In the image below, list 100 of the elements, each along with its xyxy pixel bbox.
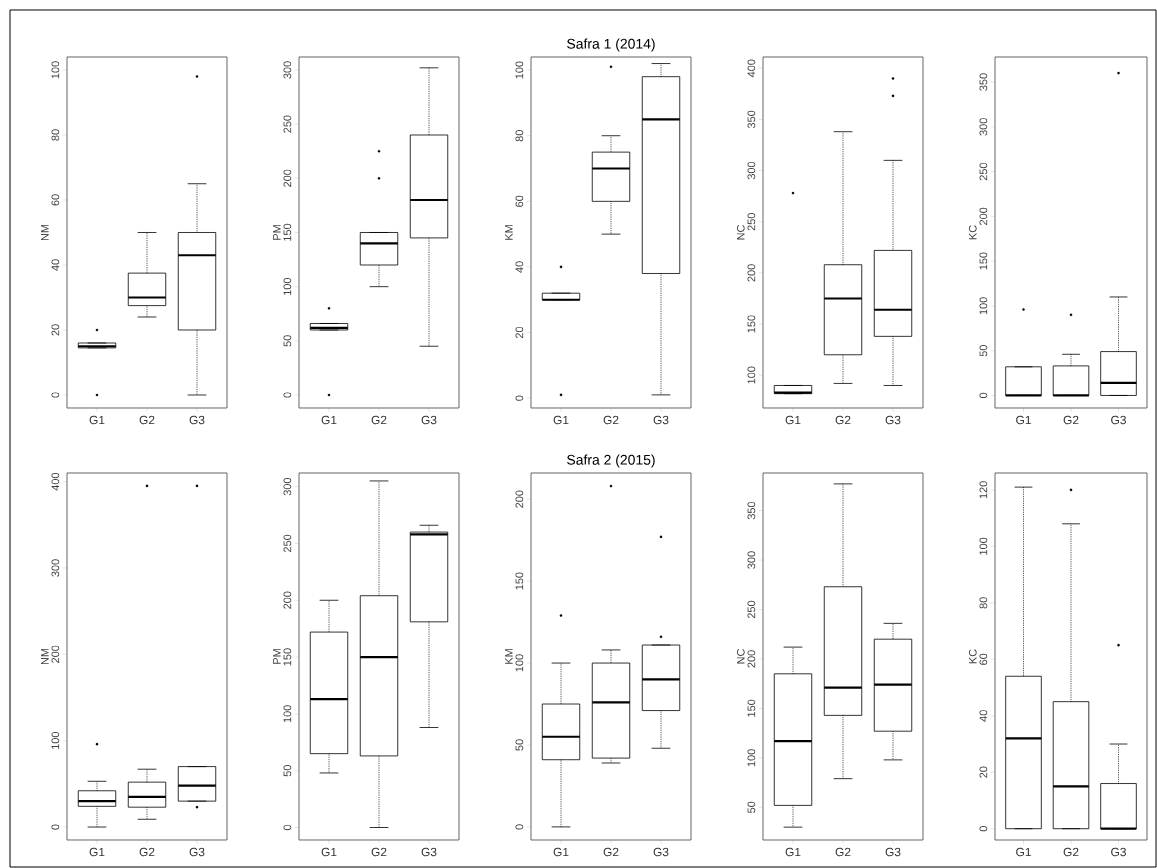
x-tick-label: G3 <box>421 847 437 857</box>
y-tick-label: 100 <box>51 61 60 79</box>
x-tick-label: G3 <box>1111 847 1126 857</box>
y-axis-title: NC <box>736 224 745 240</box>
y-tick-label: 250 <box>979 162 988 181</box>
y-tick-label: 50 <box>979 345 988 357</box>
y-axis-title: NC <box>736 649 745 664</box>
x-tick-label: G3 <box>189 847 205 857</box>
x-tick-label: G3 <box>1111 415 1126 425</box>
x-tick-label: G2 <box>1063 415 1079 425</box>
y-tick-label: 250 <box>747 213 756 231</box>
y-tick-label: 40 <box>51 259 60 271</box>
y-tick-label: 0 <box>51 824 60 830</box>
x-tick-label: G1 <box>89 415 105 425</box>
y-tick-label: 100 <box>283 277 292 295</box>
y-tick-label: 100 <box>515 61 524 79</box>
y-tick-label: 150 <box>747 315 756 333</box>
y-tick-label: 250 <box>283 534 292 553</box>
x-tick-label: G1 <box>785 847 801 857</box>
y-tick-label: 80 <box>515 130 524 142</box>
y-tick-label: 0 <box>283 824 292 831</box>
y-tick-label: 60 <box>51 194 60 206</box>
y-tick-label: 0 <box>979 392 988 399</box>
y-tick-label: 50 <box>283 765 292 777</box>
x-tick-label: G2 <box>371 415 387 425</box>
y-tick-label: 120 <box>979 481 988 499</box>
x-tick-label: G1 <box>89 847 105 857</box>
y-axis-title: PM <box>273 225 281 240</box>
y-tick-label: 300 <box>979 118 988 136</box>
y-tick-label: 300 <box>747 551 756 569</box>
y-tick-label: 200 <box>283 169 292 187</box>
y-axis-title: PM <box>273 649 281 664</box>
y-tick-label: 100 <box>515 654 524 672</box>
y-tick-label: 0 <box>51 392 60 398</box>
y-tick-label: 100 <box>979 297 988 315</box>
x-tick-label: G1 <box>321 415 337 425</box>
y-tick-label: 100 <box>747 366 756 384</box>
y-tick-label: 100 <box>747 749 756 767</box>
x-tick-label: G2 <box>835 847 851 857</box>
y-tick-label: 200 <box>747 264 756 282</box>
y-tick-label: 0 <box>283 392 292 398</box>
x-tick-label: G2 <box>603 847 619 857</box>
y-tick-label: 200 <box>979 207 988 225</box>
y-tick-label: 350 <box>979 73 988 91</box>
y-tick-label: 100 <box>51 731 60 749</box>
y-tick-label: 300 <box>747 161 756 180</box>
y-tick-label: 200 <box>283 591 292 609</box>
x-tick-label: G3 <box>885 415 901 425</box>
y-tick-label: 250 <box>747 600 756 619</box>
y-tick-label: 60 <box>979 653 988 665</box>
y-tick-label: 100 <box>283 705 292 723</box>
y-tick-label: 200 <box>747 650 756 668</box>
y-tick-label: 50 <box>283 335 292 347</box>
y-tick-label: 200 <box>515 490 524 508</box>
y-tick-label: 300 <box>283 477 292 496</box>
x-tick-label: G3 <box>653 415 669 425</box>
y-tick-label: 0 <box>515 395 524 401</box>
chart-title: Safra 1 (2014) <box>567 38 655 52</box>
y-tick-label: 300 <box>283 61 292 79</box>
x-tick-label: G1 <box>785 415 801 425</box>
x-tick-label: G1 <box>1016 847 1031 857</box>
y-tick-label: 50 <box>515 739 524 751</box>
x-tick-label: G2 <box>139 415 155 425</box>
y-tick-label: 150 <box>979 252 988 270</box>
x-tick-label: G3 <box>885 847 901 857</box>
y-tick-label: 150 <box>283 648 292 666</box>
x-tick-label: G2 <box>1063 847 1079 857</box>
x-tick-label: G3 <box>189 415 205 425</box>
y-axis-title: KC <box>968 649 977 664</box>
y-tick-label: 20 <box>51 324 60 336</box>
x-tick-label: G2 <box>603 415 619 425</box>
x-tick-label: G3 <box>653 847 669 857</box>
y-tick-label: 60 <box>515 195 524 207</box>
x-tick-label: G1 <box>1016 415 1031 425</box>
y-axis-title: KC <box>968 225 977 240</box>
x-tick-label: G1 <box>321 847 337 857</box>
y-tick-label: 300 <box>51 559 60 577</box>
x-tick-label: G2 <box>371 847 387 857</box>
y-tick-label: 150 <box>747 699 756 717</box>
y-tick-label: 400 <box>747 59 756 78</box>
y-tick-label: 200 <box>51 645 60 663</box>
y-tick-label: 350 <box>747 501 756 520</box>
y-tick-label: 20 <box>979 766 988 778</box>
y-axis-title: NM <box>41 648 49 665</box>
y-tick-label: 250 <box>283 115 292 133</box>
y-tick-label: 350 <box>747 110 756 129</box>
x-tick-label: G1 <box>553 415 569 425</box>
y-tick-label: 40 <box>979 710 988 722</box>
y-tick-label: 50 <box>747 801 756 814</box>
x-tick-label: G3 <box>421 415 437 425</box>
y-tick-label: 0 <box>979 826 988 832</box>
x-tick-label: G1 <box>553 847 569 857</box>
y-tick-label: 20 <box>515 326 524 339</box>
chart-title: Safra 2 (2015) <box>567 454 655 468</box>
y-tick-label: 150 <box>515 572 524 590</box>
x-tick-label: G2 <box>139 847 155 857</box>
y-axis-title: KM <box>505 649 513 664</box>
y-tick-label: 100 <box>979 537 988 555</box>
y-tick-label: 80 <box>979 597 988 609</box>
y-tick-label: 400 <box>51 472 60 491</box>
